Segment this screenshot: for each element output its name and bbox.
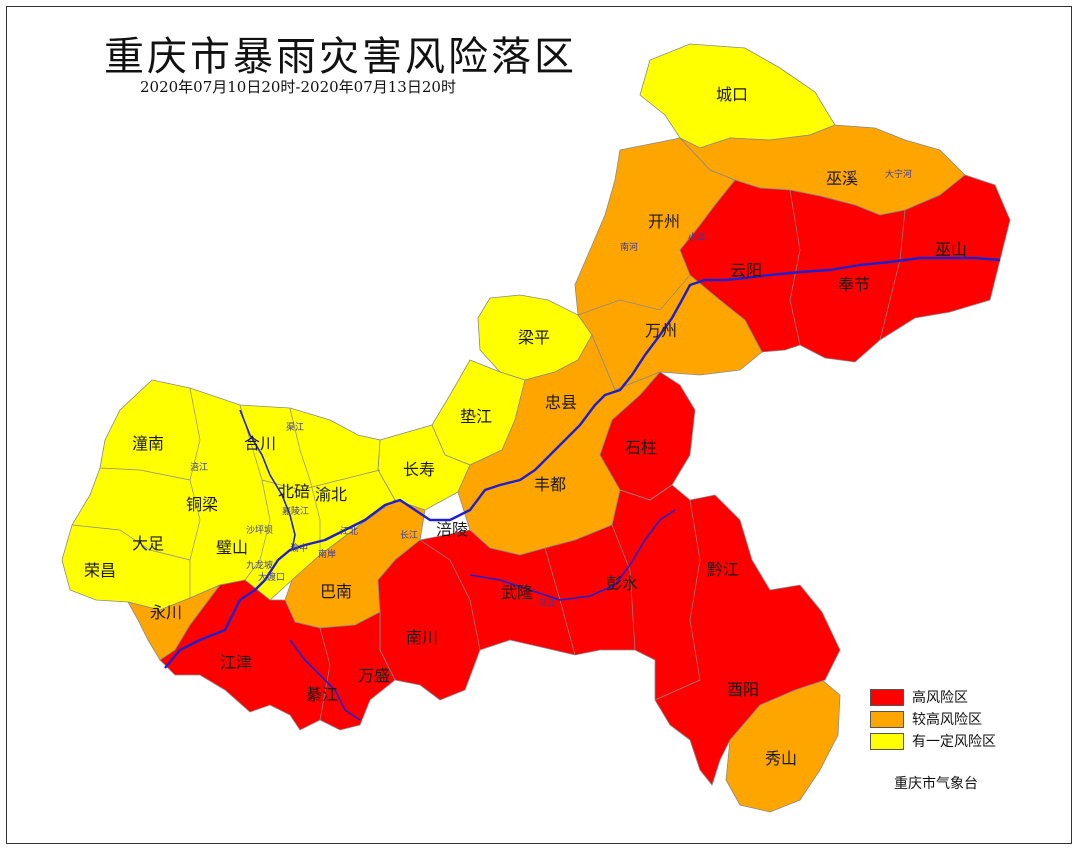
label-rongchang: 荣昌	[84, 561, 116, 580]
label-dianjiang: 垫江	[460, 407, 492, 426]
zone-some-risk	[61, 43, 836, 611]
label-changjiang: 长江	[400, 529, 418, 541]
label-bishan: 璧山	[216, 538, 248, 557]
label-shapingba: 沙坪坝	[246, 525, 273, 536]
label-wushan: 巫山	[935, 240, 967, 259]
wu-river	[469, 509, 676, 601]
legend-item-high: 高风险区	[870, 686, 996, 708]
label-jiulongpo: 九龙坡	[246, 559, 273, 571]
label-liangping: 梁平	[518, 328, 550, 347]
label-zhongxian: 忠县	[545, 393, 577, 412]
label-chengkou: 城口	[716, 85, 748, 104]
label-youyang: 酉阳	[727, 680, 759, 699]
label-banan: 巴南	[320, 582, 352, 601]
label-fengdu: 丰都	[534, 475, 566, 494]
legend-swatch-high	[870, 688, 904, 706]
label-changshou: 长寿	[403, 460, 435, 479]
legend-item-some: 有一定风险区	[870, 730, 996, 752]
label-dadukou: 大渡口	[258, 571, 285, 583]
label-jiangjin: 江津	[220, 653, 252, 672]
map-title: 重庆市暴雨灾害风险落区	[104, 34, 577, 80]
label-shizhu: 石柱	[625, 438, 657, 457]
label-xiushan: 秀山	[765, 749, 797, 768]
label-fuling: 涪陵	[436, 520, 468, 539]
label-kaizhou: 开州	[648, 212, 680, 231]
legend-swatch-some	[870, 732, 904, 750]
label-tongliang: 铜梁	[186, 495, 218, 514]
label-tongnan: 潼南	[132, 434, 164, 453]
legend-label-some: 有一定风险区	[912, 734, 996, 750]
rivers	[164, 256, 1001, 721]
jialing-river	[239, 409, 296, 551]
label-nanhe: 南河	[620, 241, 638, 253]
label-qijiang: 綦江	[306, 685, 338, 704]
label-fengjie: 奉节	[838, 275, 870, 294]
small-labels: 大宁河 南河 小江 涪江 渠江 嘉陵江 沙坪坝 九龙坡 大渡口 渝中 南岸 江北…	[190, 168, 912, 609]
label-qujiang: 渠江	[286, 421, 304, 433]
district-boundaries	[71, 189, 906, 721]
label-yubei: 渝北	[315, 485, 347, 504]
label-yuzhong: 渝中	[290, 542, 308, 554]
label-wuxi: 巫溪	[826, 169, 858, 188]
label-yongchuan: 永川	[150, 603, 182, 622]
legend-label-high: 高风险区	[912, 690, 968, 706]
legend-swatch-medium-high	[870, 710, 904, 728]
label-qianjiang: 黔江	[707, 560, 739, 579]
region-southeast-red	[377, 484, 841, 786]
label-jialingjiang: 嘉陵江	[282, 505, 309, 517]
legend-item-medium-high: 较高风险区	[870, 708, 996, 730]
label-pengshui: 彭水	[606, 574, 638, 593]
source-credit: 重庆市气象台	[894, 776, 978, 792]
district-labels: 城口 巫溪 开州 云阳 巫山 奉节 万州 梁平 忠县 垫江 石柱 长寿 丰都 潼…	[84, 85, 967, 768]
map-subtitle: 2020年07月10日20时-2020年07月13日20时	[140, 78, 456, 96]
label-wansheng: 万盛	[358, 666, 390, 685]
qi-river	[289, 639, 361, 721]
label-nanan: 南岸	[318, 548, 336, 560]
label-beibei: 北碚	[278, 482, 310, 501]
legend-label-medium-high: 较高风险区	[912, 712, 982, 728]
legend: 高风险区 较高风险区 有一定风险区	[870, 686, 996, 752]
label-wanzhou: 万州	[645, 321, 677, 340]
yangtze-river	[164, 256, 1001, 669]
label-hechuan: 合川	[244, 434, 276, 453]
label-yunyang: 云阳	[730, 261, 762, 280]
label-daninghe: 大宁河	[885, 168, 912, 180]
label-xiaojiang: 小江	[688, 232, 706, 243]
label-wulong: 武隆	[501, 583, 533, 602]
label-jiangbei: 江北	[340, 526, 358, 537]
label-dazu: 大足	[132, 534, 164, 553]
region-shizhu	[599, 371, 696, 501]
zone-medium-high	[127, 124, 966, 813]
label-nanchuan: 南川	[406, 628, 438, 647]
label-wujiang: 乌江	[538, 597, 556, 609]
label-fujiang: 涪江	[190, 461, 208, 473]
